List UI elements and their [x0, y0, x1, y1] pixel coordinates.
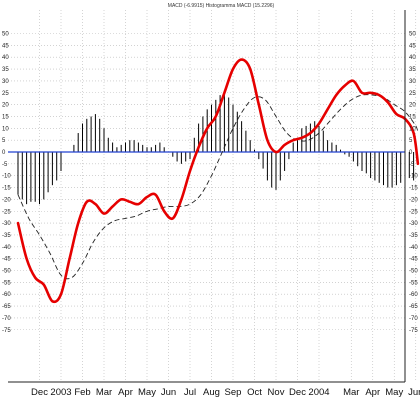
signal-line-layer: [17, 94, 419, 280]
y-axis-labels-left: -75-70-65-60-55-50-45-40-35-30-25-20-15-…: [2, 32, 11, 334]
y-tick-label-right: 25: [409, 91, 416, 97]
x-tick-label-month: Dec: [289, 387, 306, 398]
y-tick-label-right: 10: [409, 126, 416, 132]
x-tick-label-month: 2003: [50, 387, 71, 398]
y-tick-label-left: 50: [2, 32, 9, 38]
x-tick-label-month: Dec: [31, 387, 48, 398]
y-tick-label-left: -20: [2, 197, 11, 203]
x-tick-label-month: Mar: [343, 387, 359, 398]
y-tick-label-right: -75: [409, 328, 418, 334]
grid-layer: [8, 10, 417, 382]
y-tick-label-left: -60: [2, 292, 11, 298]
x-tick-label-month: Oct: [247, 387, 262, 398]
x-tick-label-month: Mar: [96, 387, 112, 398]
y-tick-label-left: -40: [2, 245, 11, 251]
y-tick-label-left: 25: [2, 91, 9, 97]
y-tick-label-right: -5: [409, 162, 415, 168]
y-tick-label-left: -65: [2, 304, 11, 310]
y-tick-label-right: -60: [409, 292, 418, 298]
y-tick-label-right: -15: [409, 186, 418, 192]
y-tick-label-left: -75: [2, 328, 11, 334]
x-tick-label-month: May: [138, 387, 156, 398]
y-tick-label-left: 20: [2, 103, 9, 109]
x-tick-label-month: Jun: [408, 387, 420, 398]
y-tick-label-left: 15: [2, 114, 9, 120]
y-tick-label-right: 35: [409, 67, 416, 73]
y-tick-label-right: 15: [409, 114, 416, 120]
y-tick-label-right: -55: [409, 280, 418, 286]
y-tick-label-right: -65: [409, 304, 418, 310]
signal-line: [17, 94, 419, 280]
y-tick-label-right: 0: [409, 150, 413, 156]
y-tick-label-right: 40: [409, 55, 416, 61]
y-tick-label-left: 0: [2, 150, 6, 156]
y-tick-label-left: -15: [2, 186, 11, 192]
y-tick-label-left: 45: [2, 43, 9, 49]
x-tick-label-month: 2004: [308, 387, 329, 398]
y-tick-label-right: -20: [409, 197, 418, 203]
y-tick-label-left: -50: [2, 269, 11, 275]
y-tick-label-right: -45: [409, 257, 418, 263]
y-tick-label-right: -25: [409, 209, 418, 215]
y-tick-label-left: -55: [2, 280, 11, 286]
y-axis-labels-right: -75-70-65-60-55-50-45-40-35-30-25-20-15-…: [409, 32, 418, 334]
histogram-layer: [17, 92, 415, 205]
x-tick-label-month: Apr: [365, 387, 380, 398]
y-tick-label-left: -30: [2, 221, 11, 227]
y-tick-label-right: 50: [409, 32, 416, 38]
y-tick-label-left: -70: [2, 316, 11, 322]
macd-line-layer: [16, 58, 420, 304]
y-tick-label-right: -30: [409, 221, 418, 227]
y-tick-label-left: -45: [2, 257, 11, 263]
macd-line: [16, 58, 420, 304]
x-tick-label-month: Jul: [184, 387, 196, 398]
x-axis-month-labels: Dec 2003 Feb Mar Apr May Jun Jul Aug Sep Oct Nov Dec…: [31, 387, 420, 398]
x-tick-label-month: Aug: [203, 387, 220, 398]
y-tick-label-right: -70: [409, 316, 418, 322]
y-tick-label-left: -35: [2, 233, 11, 239]
y-tick-label-right: -10: [409, 174, 418, 180]
y-tick-label-right: 5: [409, 138, 413, 144]
x-tick-label-month: Apr: [118, 387, 133, 398]
y-tick-label-left: 35: [2, 67, 9, 73]
y-tick-label-right: 30: [409, 79, 416, 85]
x-tick-label-month: May: [385, 387, 403, 398]
chart-title: MACD (-6.9915) Histogramma MACD (15.2296…: [168, 3, 275, 9]
y-tick-label-left: 30: [2, 79, 9, 85]
x-tick-label-month: Jun: [161, 387, 176, 398]
y-tick-label-right: -35: [409, 233, 418, 239]
y-tick-label-right: -50: [409, 269, 418, 275]
y-tick-label-right: -40: [409, 245, 418, 251]
y-tick-label-left: 10: [2, 126, 9, 132]
y-tick-label-left: 5: [2, 138, 6, 144]
x-tick-label-month: Nov: [268, 387, 285, 398]
y-tick-label-right: 45: [409, 43, 416, 49]
y-tick-label-left: -10: [2, 174, 11, 180]
x-tick-label-month: Sep: [225, 387, 242, 398]
y-tick-label-left: 40: [2, 55, 9, 61]
y-tick-label-left: -5: [2, 162, 8, 168]
y-tick-label-right: 20: [409, 103, 416, 109]
y-tick-label-left: -25: [2, 209, 11, 215]
x-tick-label-month: Feb: [74, 387, 90, 398]
